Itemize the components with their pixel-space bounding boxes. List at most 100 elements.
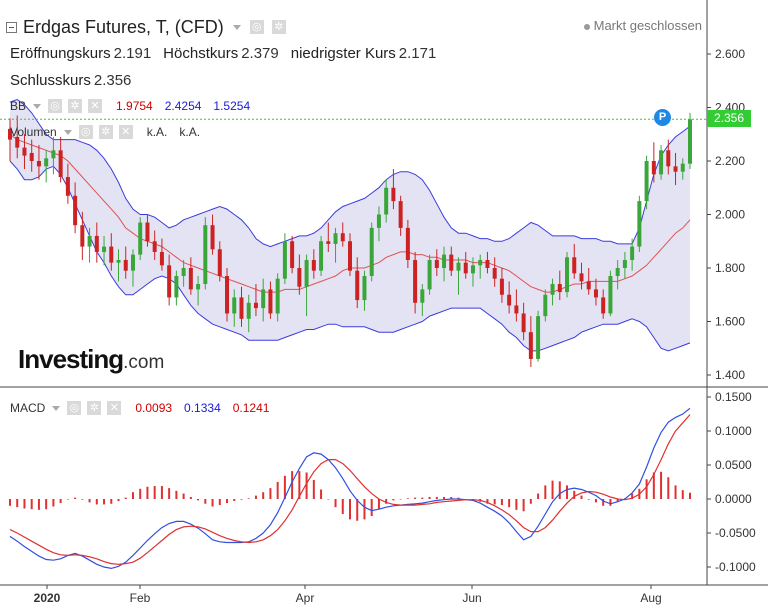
- y-tick-label: 1.400: [715, 368, 745, 382]
- bollinger-bands: [9, 98, 691, 352]
- macd-hist-bar: [377, 499, 380, 510]
- gear-icon[interactable]: ✲: [87, 401, 102, 415]
- bb-lower-line: [9, 160, 691, 352]
- candle-body: [282, 241, 287, 279]
- candle-body: [630, 246, 635, 260]
- macd-hist-bar: [95, 499, 98, 505]
- candle-body: [159, 251, 164, 266]
- candle-body: [29, 152, 34, 161]
- settings-icon[interactable]: ◎: [48, 99, 63, 113]
- candle-body: [210, 225, 215, 250]
- candle-body: [355, 270, 360, 301]
- candle-body: [268, 289, 273, 314]
- signal-line: [9, 414, 691, 565]
- candle-body: [470, 265, 475, 274]
- candle-body: [550, 284, 555, 295]
- macd-hist-bar: [211, 499, 214, 507]
- macd-hist-bar: [356, 499, 359, 521]
- macd-series: [9, 407, 691, 570]
- gear-icon[interactable]: ✲: [271, 20, 286, 34]
- macd-hist-bar: [240, 499, 243, 500]
- close-icon[interactable]: ✕: [88, 99, 103, 113]
- candle-body: [608, 276, 613, 314]
- candle-body: [73, 195, 78, 226]
- candle-body: [565, 257, 570, 293]
- logo-suffix: .com: [123, 352, 165, 373]
- bb-dropdown-icon[interactable]: [33, 103, 42, 109]
- candle-body: [22, 147, 27, 156]
- candle-body: [290, 241, 295, 268]
- volume-dropdown-icon[interactable]: [63, 129, 72, 135]
- macd-hist-bar: [457, 497, 460, 499]
- candle-body: [44, 158, 49, 167]
- bb-label[interactable]: BB: [10, 99, 27, 113]
- gear-icon[interactable]: ✲: [68, 99, 83, 113]
- macd-hist-bar: [283, 475, 286, 499]
- macd-y-tick-label: -0.0500: [715, 526, 756, 540]
- settings-icon[interactable]: ◎: [249, 20, 264, 34]
- candle-body: [51, 150, 56, 159]
- settings-icon[interactable]: ◎: [67, 401, 82, 415]
- candle-body: [442, 254, 447, 268]
- macd-hist-bar: [544, 485, 547, 499]
- candle-body: [615, 268, 620, 277]
- macd-dropdown-icon[interactable]: [52, 405, 61, 411]
- macd-hist-bar: [218, 499, 221, 506]
- candle-body: [680, 163, 685, 172]
- collapse-icon[interactable]: [6, 21, 17, 33]
- candle-body: [138, 222, 143, 255]
- macd-hist-bar: [262, 492, 265, 499]
- candle-body: [232, 297, 237, 314]
- macd-hist-bar: [139, 488, 142, 499]
- macd-hist-bar: [117, 499, 120, 502]
- macd-hist-bar: [320, 489, 323, 499]
- macd-hist-bar: [645, 479, 648, 499]
- title-dropdown-icon[interactable]: [232, 24, 241, 30]
- candle-body: [688, 119, 692, 164]
- macd-hist-bar: [88, 499, 91, 503]
- macd-hist-bar: [652, 472, 655, 499]
- macd-hist-bar: [168, 488, 171, 499]
- market-status-text: Markt geschlossen: [593, 18, 702, 33]
- candle-body: [651, 161, 656, 175]
- price-marker-badge[interactable]: P: [654, 109, 671, 126]
- settings-icon[interactable]: ◎: [78, 125, 93, 139]
- candle-body: [376, 214, 381, 228]
- candle-body: [174, 276, 179, 298]
- gear-icon[interactable]: ✲: [98, 125, 113, 139]
- macd-hist-bar: [450, 496, 453, 499]
- y-tick-label: 2.200: [715, 154, 745, 168]
- candle-body: [391, 187, 396, 202]
- candle-body: [536, 316, 541, 359]
- macd-hist-bar: [428, 496, 431, 499]
- macd-hist-bar: [515, 499, 518, 510]
- close-icon[interactable]: ✕: [118, 125, 133, 139]
- candle-body: [478, 259, 483, 266]
- macd-hist-bar: [233, 499, 236, 502]
- candle-body: [145, 222, 150, 242]
- candle-body: [203, 225, 208, 285]
- close-icon[interactable]: ✕: [107, 401, 122, 415]
- candle-body: [246, 302, 251, 319]
- candle-body: [557, 284, 562, 293]
- candle-body: [456, 262, 461, 271]
- macd-hist-bar: [247, 498, 250, 499]
- investing-logo: Investing.com: [18, 344, 164, 375]
- instrument-title: Erdgas Futures, T, (CFD): [23, 16, 224, 37]
- macd-hist-bar: [537, 493, 540, 499]
- macd-y-tick-label: 0.0500: [715, 458, 752, 472]
- macd-label[interactable]: MACD: [10, 401, 46, 415]
- candle-body: [181, 268, 186, 277]
- candle-body: [449, 254, 454, 271]
- volume-label[interactable]: Volumen: [10, 125, 57, 139]
- macd-hist-bar: [37, 499, 40, 510]
- macd-hist-bar: [594, 499, 597, 503]
- y-tick-label: 2.000: [715, 208, 745, 222]
- macd-hist-bar: [204, 499, 207, 504]
- macd-hist-bar: [276, 482, 279, 499]
- close-value: 2.356: [93, 72, 132, 89]
- candle-body: [102, 246, 107, 252]
- candle-body: [492, 268, 497, 279]
